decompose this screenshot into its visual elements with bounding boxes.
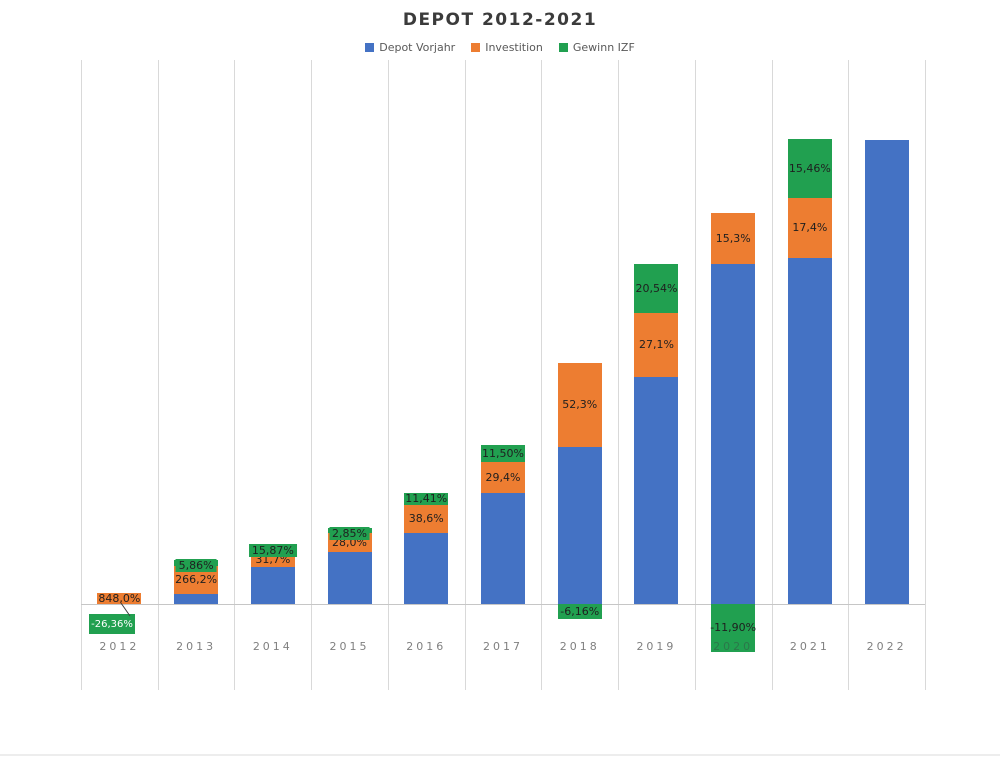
bar-segment-depot-vorjahr[interactable] [557, 447, 602, 604]
callout-leader-line [120, 602, 131, 617]
legend: Depot Vorjahr Investition Gewinn IZF [0, 41, 1000, 54]
axis-label-year: 2015 [329, 640, 370, 653]
gridline [541, 60, 542, 690]
value-label-investition: 15,3% [715, 231, 751, 245]
gridline [234, 60, 235, 690]
value-label-gewinn-izf: 15,46% [788, 161, 831, 175]
axis-label-year: 2017 [482, 640, 523, 653]
axis-label-year: 2018 [559, 640, 600, 653]
value-label-gewinn-izf: 15,87% [248, 544, 297, 557]
axis-label-year: 2013 [176, 640, 217, 653]
gridline [81, 60, 82, 690]
value-label-investition: 266,2% [175, 573, 218, 586]
plot-area: 848,0% 2012 -26,36% 266,2% 5,86% 2013 31,7% 15,… [81, 60, 926, 690]
bar-segment-depot-vorjahr[interactable] [250, 567, 295, 604]
gridline [925, 60, 926, 690]
axis-label-year: 2014 [252, 640, 293, 653]
gridline [772, 60, 773, 690]
bar-segment-gewinn-izf-negative[interactable] [711, 604, 756, 652]
bar-segment-depot-vorjahr[interactable] [481, 493, 525, 604]
bar-segment-gewinn-izf[interactable] [634, 264, 679, 313]
bar-segment-investition[interactable] [634, 313, 679, 377]
legend-item[interactable]: Gewinn IZF [558, 41, 635, 54]
axis-label-year-overlay: 2020 [713, 640, 754, 653]
legend-swatch-icon [471, 43, 481, 52]
bar-segment-gewinn-izf[interactable] [404, 493, 449, 505]
axis-label-year: 2016 [406, 640, 447, 653]
chart-title: DEPOT 2012-2021 [402, 10, 598, 30]
bar-segment-investition[interactable] [557, 363, 602, 447]
gridline [465, 60, 466, 690]
legend-item-label: Investition [485, 41, 543, 54]
value-label-investition: 27,1% [638, 338, 674, 351]
value-label-investition: 38,6% [408, 512, 444, 525]
zero-axis-line [81, 604, 925, 605]
legend-swatch-icon [558, 43, 568, 52]
value-label-gewinn-izf: -6,16% [560, 604, 600, 618]
gridline [618, 60, 619, 690]
bar-segment-depot-vorjahr[interactable] [787, 258, 832, 604]
value-label-investition: 29,4% [485, 470, 521, 484]
bar-segment-investition[interactable] [404, 505, 449, 533]
value-label-gewinn-izf: 11,50% [482, 446, 524, 460]
axis-label-year: 2022 [866, 640, 907, 653]
legend-item-label: Gewinn IZF [572, 41, 635, 54]
bar-segment-gewinn-izf[interactable] [787, 139, 832, 198]
bar-segment-gewinn-izf[interactable] [481, 445, 525, 462]
value-label-gewinn-izf: 5,86% [175, 559, 217, 572]
gridline [158, 60, 159, 690]
legend-item[interactable]: Depot Vorjahr [365, 41, 455, 54]
bar-segment-investition[interactable] [481, 462, 525, 493]
gridline [695, 60, 696, 690]
value-label-gewinn-izf: 20,54% [635, 281, 678, 295]
bar-segment-investition[interactable] [97, 593, 142, 604]
gridline [311, 60, 312, 690]
axis-label-year: 2021 [789, 640, 830, 653]
bar-segment-investition[interactable] [711, 213, 756, 264]
legend-swatch-icon [365, 43, 375, 52]
value-label-investition: 848,0% [98, 591, 141, 605]
bar-segment-depot-vorjahr[interactable] [864, 140, 909, 604]
value-label-gewinn-izf: -11,90% [710, 621, 757, 634]
bar-segment-depot-vorjahr[interactable] [634, 377, 679, 604]
legend-item[interactable]: Investition [471, 41, 543, 54]
legend-item-label: Depot Vorjahr [379, 41, 456, 54]
bar-segment-depot-vorjahr[interactable] [404, 533, 449, 604]
bar-segment-gewinn-izf-negative[interactable] [557, 604, 602, 619]
bar-segment-depot-vorjahr[interactable] [327, 552, 372, 604]
gridline [848, 60, 849, 690]
gridline [388, 60, 389, 690]
value-label-gewinn-izf: 11,41% [405, 492, 448, 505]
value-label-gewinn-izf: 2,85% [329, 527, 371, 540]
bar-segment-depot-vorjahr[interactable] [174, 594, 219, 604]
callout-label-gewinn-izf: -26,36% [89, 614, 135, 634]
value-label-investition: 17,4% [792, 221, 828, 234]
value-label-investition: 52,3% [562, 398, 598, 411]
bar-segment-depot-vorjahr[interactable] [711, 264, 756, 604]
bar-segment-investition[interactable] [787, 198, 832, 258]
axis-label-year: 2012 [99, 640, 140, 653]
axis-label-year: 2019 [636, 640, 677, 653]
bottom-edge-line [0, 754, 1000, 756]
